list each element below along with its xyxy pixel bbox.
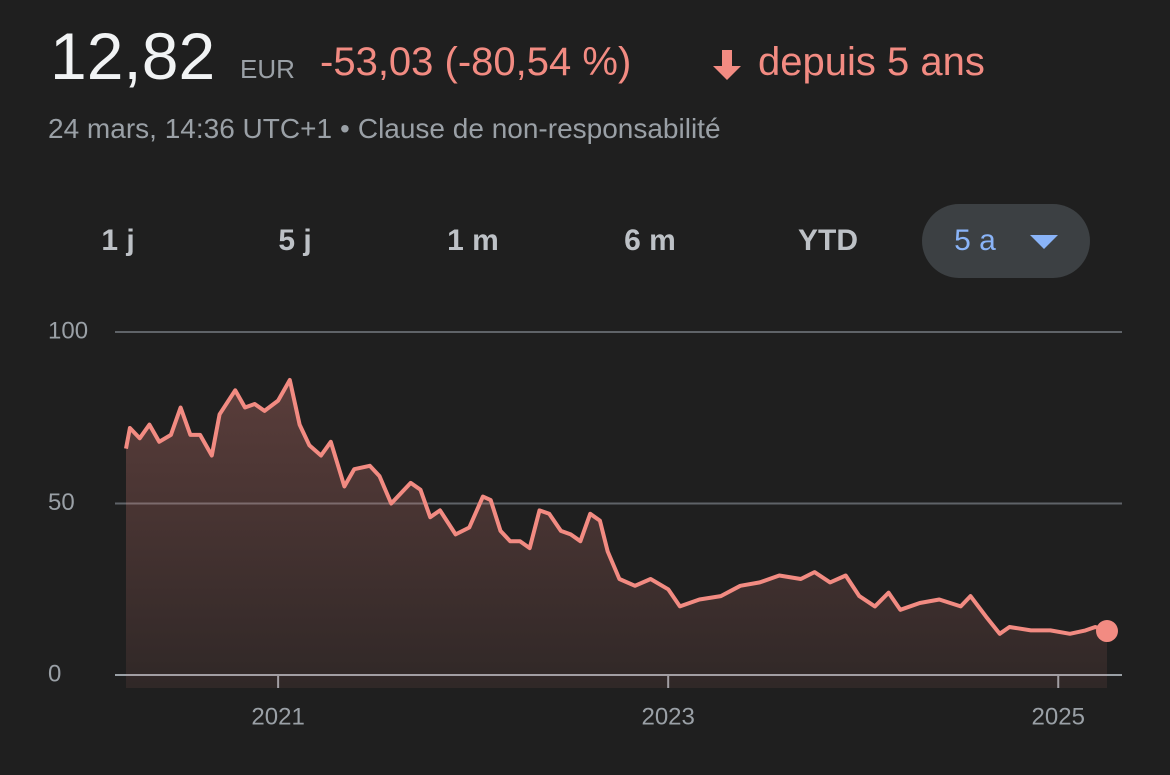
down-arrow-icon bbox=[713, 50, 741, 80]
range-tab[interactable]: 6 m bbox=[590, 204, 710, 278]
x-tick-label: 2023 bbox=[641, 703, 694, 730]
disclaimer-link[interactable]: Clause de non-responsabilité bbox=[357, 113, 721, 144]
period: depuis 5 ans bbox=[758, 40, 985, 84]
subtitle: 24 mars, 14:36 UTC+1 • Clause de non-respo… bbox=[48, 113, 721, 145]
price-line bbox=[124, 378, 1108, 636]
price: 12,82 bbox=[50, 19, 216, 93]
range-label: 1 j bbox=[101, 224, 135, 257]
x-tick-label: 2021 bbox=[251, 703, 304, 730]
y-tick-label: 0 bbox=[48, 660, 61, 687]
range-tab[interactable]: 1 j bbox=[58, 204, 178, 278]
x-tick-label: 2025 bbox=[1032, 703, 1085, 730]
price-change: -53,03 (-80,54 %) bbox=[320, 40, 632, 84]
dropdown-icon bbox=[1029, 235, 1058, 250]
range-tab[interactable]: 5 a bbox=[922, 204, 1090, 278]
range-tab[interactable]: YTD bbox=[768, 204, 888, 278]
area bbox=[126, 380, 1107, 688]
y-tick-label: 50 bbox=[48, 489, 75, 516]
last-point bbox=[1096, 620, 1118, 643]
range-label: 6 m bbox=[624, 224, 676, 257]
range-label: 5 j bbox=[278, 224, 312, 257]
range-label: 1 m bbox=[447, 224, 499, 257]
range-tab[interactable]: 1 m bbox=[413, 204, 533, 278]
range-label: YTD bbox=[798, 224, 858, 257]
range-tab[interactable]: 5 j bbox=[235, 204, 355, 278]
range-tabs: 1 j 5 j 1 m 6 m YTD 5 a bbox=[0, 204, 1170, 278]
separator: • bbox=[340, 113, 350, 144]
range-label: 5 a bbox=[954, 224, 996, 257]
currency: EUR bbox=[240, 54, 295, 84]
y-tick-label: 100 bbox=[48, 317, 88, 344]
timestamp: 24 mars, 14:36 UTC+1 bbox=[48, 113, 333, 144]
